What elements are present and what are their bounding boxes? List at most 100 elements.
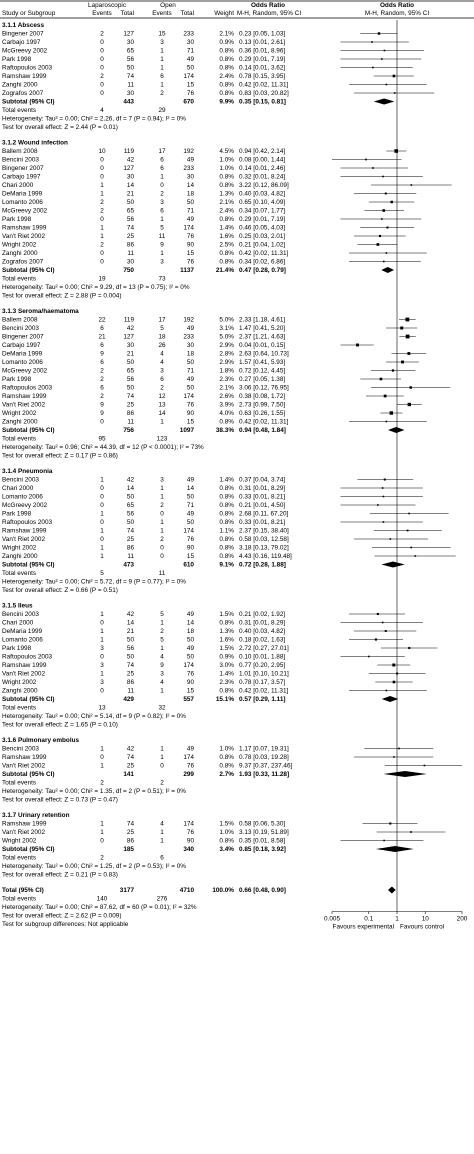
study-name: Ramshaw 1999	[2, 225, 47, 232]
study-ci-text: 0.27 [0.05, 1.38]	[239, 376, 285, 383]
total-control: 49	[187, 56, 195, 63]
total-control: 50	[187, 199, 195, 206]
total-control: 14	[187, 620, 195, 627]
header-group1-label: Laparoscopic	[88, 2, 127, 9]
total-control: 50	[187, 385, 195, 392]
study-name: Bingener 2007	[2, 165, 44, 172]
total-experimental: 42	[127, 157, 135, 164]
x-axis-tick-label: 10	[422, 916, 430, 923]
study-ci-text: 0.35 [0.01, 8.58]	[239, 838, 285, 845]
events-experimental: 1	[100, 821, 104, 828]
study-marker	[407, 352, 411, 355]
study-ci-text: 0.63 [0.26, 1.55]	[239, 410, 285, 417]
study-marker	[410, 831, 412, 833]
total-events-experimental: 2	[100, 780, 104, 787]
events-experimental: 21	[98, 334, 106, 341]
subtotal-weight: 38.3%	[216, 427, 234, 434]
study-name: Raftopoulos 2003	[2, 65, 53, 72]
study-ci-text: 2.72 [0.27, 27.01]	[239, 645, 289, 652]
total-control: 174	[183, 662, 194, 669]
x-axis: 0.005 0.1 1 10 200 Favours experimental Favour…	[324, 20, 468, 931]
subtotal-total-experimental: 185	[123, 846, 134, 853]
events-control: 13	[158, 402, 166, 409]
total-control: 174	[183, 528, 194, 535]
total-control: 174	[183, 821, 194, 828]
events-control: 0	[160, 511, 164, 518]
total-experimental: 127	[123, 165, 134, 172]
events-control: 1	[160, 754, 164, 761]
events-experimental: 9	[100, 410, 104, 417]
study-marker	[393, 756, 395, 758]
study-weight: 0.8%	[219, 65, 234, 72]
total-experimental: 11	[127, 419, 134, 426]
header-or-method: M-H, Random, 95% CI	[237, 10, 302, 17]
events-experimental: 6	[100, 325, 104, 332]
study-name: Chari 2000	[2, 485, 34, 492]
events-experimental: 0	[100, 620, 104, 627]
total-experimental: 74	[127, 821, 135, 828]
events-experimental: 9	[100, 351, 104, 358]
favours-control-label: Favours control	[400, 924, 444, 931]
study-ci-text: 0.77 [0.20, 2.95]	[239, 662, 285, 669]
subtotal-ci-text: 0.47 [0.28, 0.79]	[239, 267, 286, 274]
total-control: 192	[183, 317, 194, 324]
total-experimental: 56	[127, 216, 135, 223]
events-control: 5	[160, 637, 164, 644]
study-name: Bencini 2003	[2, 157, 39, 164]
total-control: 18	[187, 628, 195, 635]
study-ci-text: 0.78 [0.15, 3.95]	[239, 73, 285, 80]
subtotal-label: Subtotal (95% CI)	[2, 771, 55, 778]
total-experimental: 11	[127, 688, 134, 695]
total-experimental: 21	[127, 628, 135, 635]
overall-effect-text: Test for overall effect: Z = 1.65 (P = 0…	[2, 722, 118, 729]
study-name: Park 1998	[2, 216, 32, 223]
total-events-label: Total events	[2, 107, 36, 114]
study-weight: 1.5%	[219, 645, 234, 652]
total-control: 49	[187, 216, 195, 223]
events-experimental: 0	[100, 519, 104, 526]
study-marker	[410, 184, 413, 186]
total-control: 49	[187, 157, 195, 164]
study-ci-text: 0.42 [0.02, 11.31]	[239, 419, 288, 426]
study-ci-text: 1.01 [0.10, 10.21]	[239, 671, 289, 678]
study-marker	[409, 386, 412, 389]
events-experimental: 2	[100, 242, 104, 249]
total-control: 71	[187, 502, 195, 509]
total-control: 30	[187, 174, 195, 181]
study-weight: 0.8%	[219, 553, 234, 560]
total-events-control: 6	[160, 855, 164, 862]
study-weight: 1.4%	[219, 225, 234, 232]
total-events-label: Total events	[2, 570, 36, 577]
header-or-label: Odds Ratio	[251, 2, 285, 9]
study-weight: 2.6%	[219, 393, 234, 400]
events-control: 0	[160, 182, 164, 189]
total-experimental: 25	[127, 829, 135, 836]
study-marker	[383, 478, 386, 481]
study-marker	[386, 226, 389, 229]
total-events-control: 73	[158, 276, 166, 283]
total-experimental: 11	[127, 250, 134, 257]
total-experimental: 42	[127, 325, 135, 332]
events-experimental: 10	[98, 148, 106, 155]
total-experimental: 86	[127, 410, 135, 417]
study-marker	[401, 360, 404, 364]
subgroup-title: 3.1.4 Pneumonia	[2, 468, 53, 475]
study-ci-text: 1.47 [0.41, 5.20]	[239, 325, 285, 332]
study-name: Wright 2002	[2, 679, 37, 686]
total-experimental: 86	[127, 545, 135, 552]
events-control: 3	[160, 199, 164, 206]
study-weight: 1.6%	[219, 637, 234, 644]
subtotal-total-control: 340	[183, 846, 194, 853]
total-control: 76	[187, 233, 195, 240]
events-experimental: 1	[100, 611, 104, 618]
study-marker	[376, 612, 379, 616]
study-weight: 0.8%	[219, 259, 234, 266]
total-experimental: 56	[127, 645, 135, 652]
study-ci-text: 0.46 [0.05, 4.03]	[239, 225, 285, 232]
study-weight: 4.5%	[219, 148, 234, 155]
total-experimental: 25	[127, 233, 135, 240]
total-experimental: 42	[127, 611, 135, 618]
study-name: DeMaria 1999	[2, 351, 43, 358]
study-name: Ramshaw 1999	[2, 73, 47, 80]
study-marker	[372, 167, 374, 169]
